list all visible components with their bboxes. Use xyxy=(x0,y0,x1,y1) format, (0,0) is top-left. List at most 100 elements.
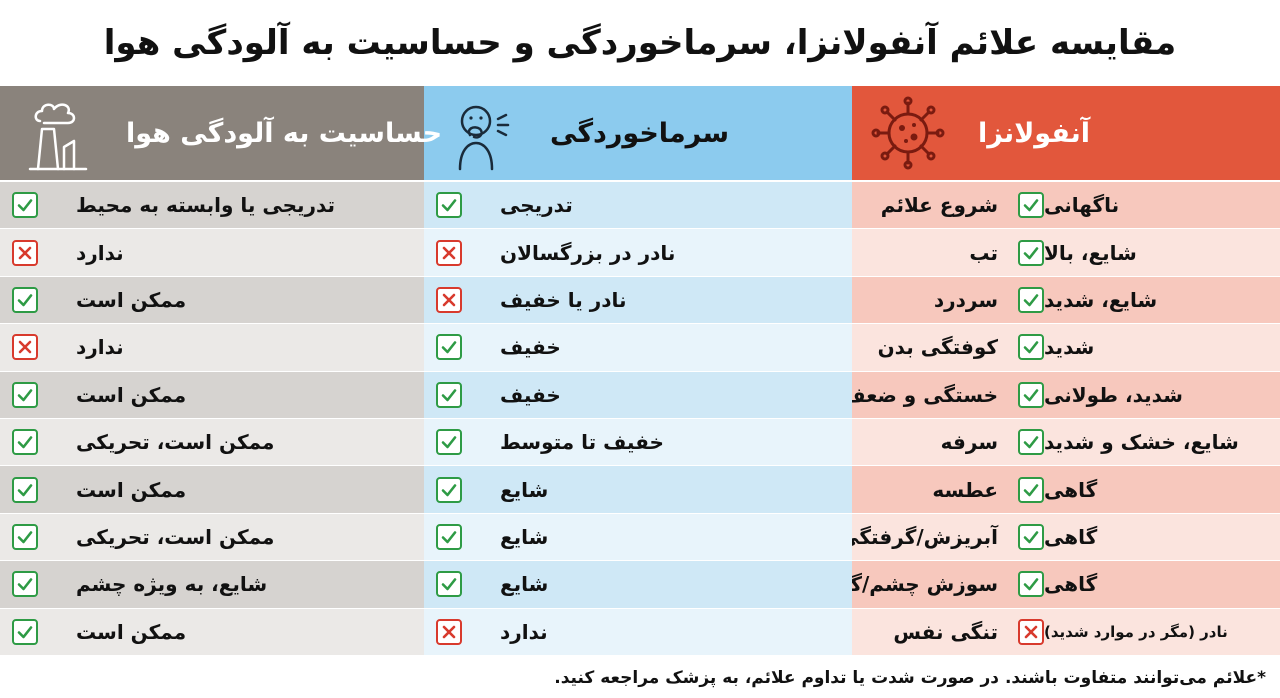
column-title-cold: سرماخوردگی xyxy=(550,117,730,149)
check-icon xyxy=(1018,192,1044,219)
cell-flu: سردرد شایع، شدید xyxy=(852,276,1280,324)
flu-value-group: شایع، شدید xyxy=(1010,286,1158,313)
check-icon xyxy=(436,192,462,219)
cell-value: ندارد xyxy=(76,335,124,360)
symptom-label: تنگی نفس xyxy=(893,619,998,644)
table-row: سردرد شایع، شدید نادر یا خفیف ممکن است xyxy=(0,276,1280,325)
cross-icon xyxy=(12,239,38,266)
cell-value: ندارد xyxy=(500,619,548,644)
check-icon xyxy=(1018,523,1044,550)
cross-icon xyxy=(436,239,462,266)
cell-cold: شایع xyxy=(424,513,852,561)
cell-value: خفیف xyxy=(500,335,561,360)
cell-value: تدریجی یا وابسته به محیط xyxy=(76,193,336,218)
flu-value-group: شدید xyxy=(1010,334,1095,361)
cell-cold: ندارد xyxy=(424,608,852,655)
check-icon xyxy=(12,381,38,408)
check-icon xyxy=(12,571,38,598)
cell-flu: عطسه گاهی xyxy=(852,466,1280,513)
cell-cold: نادر در بزرگسالان xyxy=(424,229,852,276)
table-row: تب شایع، بالا نادر در بزرگسالان ندارد xyxy=(0,229,1280,277)
cell-air: شایع، به ویژه چشم xyxy=(0,561,424,608)
symptom-label: سردرد xyxy=(933,287,998,312)
cell-value: شایع، خشک و شدید xyxy=(1044,430,1239,455)
cell-air: ممکن است xyxy=(0,466,424,513)
cross-icon xyxy=(1018,618,1044,645)
cell-value: شایع، شدید xyxy=(1044,287,1158,312)
cell-value: ممکن است xyxy=(76,619,187,644)
check-icon xyxy=(1018,334,1044,361)
check-icon xyxy=(12,286,38,313)
cell-value: شدید xyxy=(1044,335,1095,360)
cross-icon xyxy=(12,334,38,361)
cell-air: ممکن است xyxy=(0,276,424,324)
table-row: آبریزش/گرفتگی بینی گاهی شایع ممکن است، تحری… xyxy=(0,513,1280,562)
footnote: *علائم می‌توانند متفاوت باشند. در صورت ش… xyxy=(554,667,1266,688)
cell-value: ممکن است، تحریکی xyxy=(76,430,275,455)
cell-value: خفیف xyxy=(500,382,561,407)
check-icon xyxy=(436,476,462,503)
symptom-label: سرفه xyxy=(940,430,998,455)
sneezing-person-icon xyxy=(458,105,510,171)
flu-value-group: نادر (مگر در موارد شدید) xyxy=(1010,618,1228,645)
check-icon xyxy=(436,334,462,361)
cell-flu: آبریزش/گرفتگی بینی گاهی xyxy=(852,513,1280,561)
cell-cold: خفیف تا متوسط xyxy=(424,418,852,466)
cell-value: شدید، طولانی xyxy=(1044,382,1183,407)
check-icon xyxy=(1018,429,1044,456)
cell-value: گاهی xyxy=(1044,524,1098,549)
check-icon xyxy=(1018,476,1044,503)
cell-value: خفیف تا متوسط xyxy=(500,430,664,455)
flu-value-group: گاهی xyxy=(1010,523,1098,550)
symptom-label: کوفتگی بدن xyxy=(877,335,998,360)
cell-value: شایع xyxy=(500,477,549,502)
check-icon xyxy=(1018,571,1044,598)
symptom-label: عطسه xyxy=(932,477,998,502)
cell-air: ممکن است، تحریکی xyxy=(0,513,424,561)
flu-value-group: شایع، بالا xyxy=(1010,239,1137,266)
cell-value: گاهی xyxy=(1044,572,1098,597)
cell-value: شایع، بالا xyxy=(1044,240,1137,265)
check-icon xyxy=(12,476,38,503)
check-icon xyxy=(1018,381,1044,408)
column-header-flu: آنفولانزا xyxy=(852,86,1280,180)
column-header-air: حساسیت به آلودگی هوا xyxy=(0,86,442,180)
cell-air: ندارد xyxy=(0,324,424,371)
cell-flu: کوفتگی بدن شدید xyxy=(852,324,1280,371)
symptom-label: تب xyxy=(969,240,998,265)
cell-cold: تدریجی xyxy=(424,182,852,229)
cell-value: ممکن است xyxy=(76,382,187,407)
cell-flu: تب شایع، بالا xyxy=(852,229,1280,276)
cell-value: شایع، به ویژه چشم xyxy=(76,572,268,597)
cell-value: گاهی xyxy=(1044,477,1098,502)
cell-cold: خفیف xyxy=(424,324,852,371)
column-title-flu: آنفولانزا xyxy=(978,117,1091,149)
cell-air: ندارد xyxy=(0,229,424,276)
table-row: شروع علائم ناگهانی تدریجی تدریجی یا وابسته … xyxy=(0,182,1280,230)
symptom-label: سوزش چشم/گلو xyxy=(852,572,998,597)
table-row: خستگی و ضعف شدید، طولانی خفیف ممکن است xyxy=(0,371,1280,419)
cell-value: نادر یا خفیف xyxy=(500,287,627,312)
flu-value-group: ناگهانی xyxy=(1010,192,1119,219)
virus-icon xyxy=(871,96,945,170)
check-icon xyxy=(436,381,462,408)
cell-value: شایع xyxy=(500,572,549,597)
check-icon xyxy=(12,429,38,456)
cell-air: تدریجی یا وابسته به محیط xyxy=(0,182,424,229)
table-row: سرفه شایع، خشک و شدید خفیف تا متوسط ممکن اس… xyxy=(0,418,1280,467)
cell-value: ممکن است، تحریکی xyxy=(76,524,275,549)
cell-value: ندارد xyxy=(76,240,124,265)
symptom-label: شروع علائم xyxy=(880,193,998,218)
table-row: سوزش چشم/گلو گاهی شایع شایع، به ویژه چشم xyxy=(0,561,1280,609)
cell-flu: خستگی و ضعف شدید، طولانی xyxy=(852,371,1280,418)
cell-air: ممکن است xyxy=(0,371,424,418)
cell-value: نادر در بزرگسالان xyxy=(500,240,676,265)
cell-value: تدریجی xyxy=(500,193,573,218)
cross-icon xyxy=(436,286,462,313)
cell-flu: سرفه شایع، خشک و شدید xyxy=(852,418,1280,466)
flu-value-group: شایع، خشک و شدید xyxy=(1010,429,1239,456)
comparison-table-body: شروع علائم ناگهانی تدریجی تدریجی یا وابسته … xyxy=(0,182,1280,656)
cell-cold: شایع xyxy=(424,561,852,608)
cell-value: ممکن است xyxy=(76,287,187,312)
cell-flu: شروع علائم ناگهانی xyxy=(852,182,1280,229)
